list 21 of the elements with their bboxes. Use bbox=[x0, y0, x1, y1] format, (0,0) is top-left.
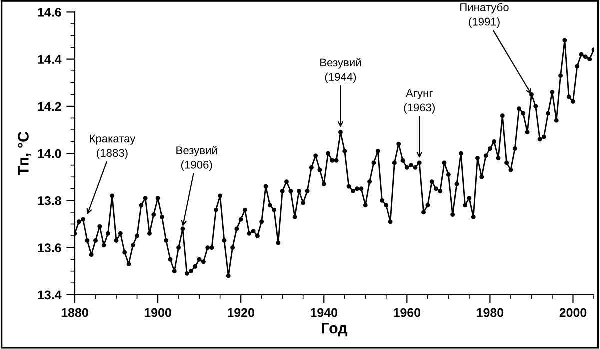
x-tick-label: 1920 bbox=[228, 308, 254, 318]
annotation: Агунг (1963) bbox=[404, 89, 435, 114]
annotation: Везувий (1944) bbox=[320, 58, 362, 84]
y-tick-label: 13.4 bbox=[38, 290, 62, 300]
x-tick-label: 1980 bbox=[477, 308, 504, 318]
annotation: Везувий (1906) bbox=[176, 146, 218, 172]
y-tick-label: 13.6 bbox=[38, 244, 62, 252]
annotation: Кракатау (1883) bbox=[90, 134, 136, 160]
y-tick-label: 14.2 bbox=[38, 102, 62, 111]
x-axis-title: Год bbox=[322, 323, 348, 337]
x-tick-label: 1880 bbox=[62, 308, 88, 318]
y-tick-label: 13.8 bbox=[38, 196, 62, 206]
y-tick-label: 14.4 bbox=[38, 55, 62, 64]
annotation: Пинатубо (1991) bbox=[460, 3, 509, 28]
y-tick-label: 14.6 bbox=[38, 8, 62, 17]
y-tick-label: 14.0 bbox=[38, 149, 62, 158]
x-tick-label: 1940 bbox=[311, 308, 338, 318]
x-tick-label: 1900 bbox=[144, 308, 172, 318]
y-axis-title: Tп, °C bbox=[18, 132, 32, 176]
x-tick-label: 2000 bbox=[560, 308, 587, 318]
x-tick-label: 1960 bbox=[394, 308, 421, 318]
